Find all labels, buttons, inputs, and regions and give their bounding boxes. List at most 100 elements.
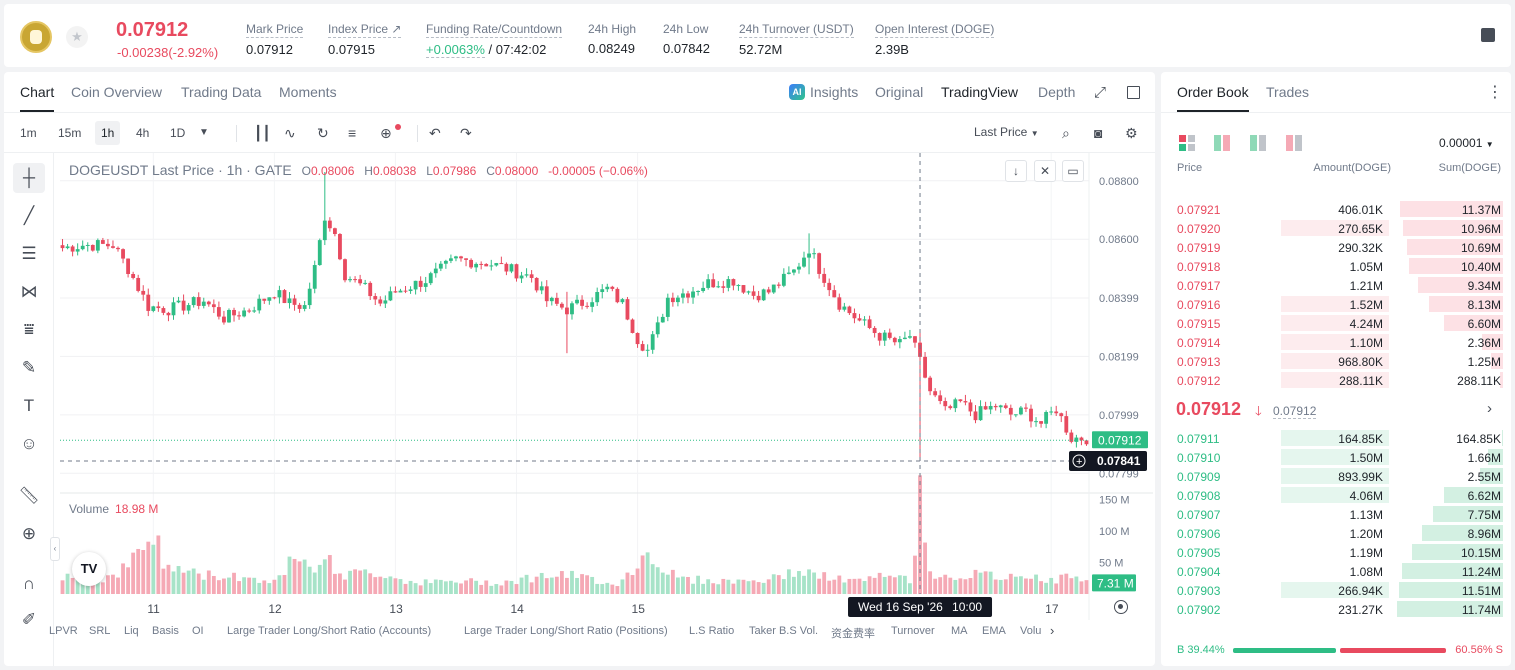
view-depth[interactable]: Depth [1038,84,1076,100]
bid-row[interactable]: 0.07909 893.99K 2.55M [1161,467,1511,486]
camera-icon[interactable]: ◙ [1094,125,1103,141]
tab-coin-overview[interactable]: Coin Overview [71,84,163,100]
chevron-right-icon[interactable]: › [1487,400,1492,417]
settings-list-icon[interactable]: ≡ [348,125,357,141]
indicator-ls-ratio[interactable]: L.S Ratio [689,625,735,637]
horizontal-lines-icon[interactable]: ☰ [21,244,37,263]
indicator-icon[interactable]: ∿ [284,125,296,141]
view-original[interactable]: Original [875,84,924,100]
refresh-icon[interactable]: ↻ [317,125,329,141]
precision-select[interactable]: 0.00001 ▼ [1439,136,1494,150]
bid-row[interactable]: 0.07908 4.06M 6.62M [1161,486,1511,505]
ask-row[interactable]: 0.07917 1.21M 9.34M [1161,276,1511,295]
ask-row[interactable]: 0.07920 270.65K 10.96M [1161,219,1511,238]
stat-label[interactable]: Funding Rate/Countdown [426,22,563,38]
ask-row[interactable]: 0.07921 406.01K 11.37M [1161,200,1511,219]
text-icon[interactable]: T [23,396,35,415]
trend-line-icon[interactable]: ╱ [23,206,35,225]
ask-row[interactable]: 0.07914 1.10M 2.36M [1161,333,1511,352]
stat-label[interactable]: Mark Price [246,22,304,38]
stat-label[interactable]: 24h Turnover (USDT) [739,22,854,38]
gear-icon[interactable]: ⚙ [1125,125,1138,141]
tab-moments[interactable]: Moments [279,84,337,100]
book-both-icon[interactable] [1179,135,1195,151]
interval-1d[interactable]: 1D [170,126,186,140]
indicator-oi[interactable]: OI [192,625,204,637]
bid-row[interactable]: 0.07902 231.27K 11.74M [1161,600,1511,619]
ask-row[interactable]: 0.07919 290.32K 10.69M [1161,238,1511,257]
collapse-icon[interactable]: ✕ [1034,160,1056,182]
price-source-select[interactable]: Last Price ▼ [974,125,1039,139]
ruler-icon[interactable]: 📏︎ [18,486,40,505]
book-asks-icon[interactable] [1286,135,1302,151]
add-icon[interactable]: ⊕ [380,125,392,141]
bid-row[interactable]: 0.07911 164.85K 164.85K [1161,429,1511,448]
zoom-in-icon[interactable]: ⊕ [21,524,37,543]
stat-label[interactable]: Index Price ↗ [328,22,402,38]
interval-4h[interactable]: 4h [136,126,150,140]
crosshair-icon[interactable]: ┼ [13,163,45,193]
chevron-down-icon[interactable]: ▼ [199,127,209,138]
ask-row[interactable]: 0.07915 4.24M 6.60M [1161,314,1511,333]
view-tradingview[interactable]: TradingView [941,84,1019,100]
pattern-icon[interactable]: ⋈ [20,282,38,301]
ask-row[interactable]: 0.07912 288.11K 288.11K [1161,371,1511,390]
indicator-basis[interactable]: Basis [152,625,179,637]
window-icon[interactable] [1127,86,1140,99]
fib-icon[interactable]: ⩸ [23,320,35,339]
indicator-liq[interactable]: Liq [124,625,139,637]
fullscreen-icon[interactable]: ▭ [1062,160,1084,182]
more-vertical-icon[interactable]: ⋮ [1487,84,1503,101]
tab-trading-data[interactable]: Trading Data [181,84,262,100]
search-icon[interactable]: ⌕ [1062,125,1070,141]
indicator-srl[interactable]: SRL [89,625,111,637]
bid-row[interactable]: 0.07905 1.19M 10.15M [1161,543,1511,562]
indicator-lpvr[interactable]: LPVR [49,625,78,637]
indicator-funding-rate[interactable]: 资金费率 [831,628,875,640]
chevron-right-icon[interactable]: › [1050,623,1055,638]
bid-price: 0.07905 [1177,546,1221,560]
pencil-lock-icon[interactable]: ✐ [21,610,37,629]
bid-row[interactable]: 0.07906 1.20M 8.96M [1161,524,1511,543]
ask-row[interactable]: 0.07916 1.52M 8.13M [1161,295,1511,314]
interval-1h[interactable]: 1h [95,121,121,145]
price-chart[interactable]: 0.08800 0.08600 0.08399 0.08199 0.07999 0.077… [4,72,1155,666]
stat-label[interactable]: Open Interest (DOGE) [875,22,995,38]
book-bids-icon[interactable] [1250,135,1266,151]
candle-body [131,274,136,278]
book-split-icon[interactable] [1214,135,1230,151]
indicator-ma[interactable]: MA [951,625,968,637]
volume-bar [176,566,181,594]
indicator-ema[interactable]: EMA [982,625,1006,637]
favorite-star-icon[interactable]: ★ [66,26,88,48]
interval-15m[interactable]: 15m [58,126,82,140]
ask-row[interactable]: 0.07918 1.05M 10.40M [1161,257,1511,276]
indicator-volume[interactable]: Volu [1020,625,1042,637]
bid-row[interactable]: 0.07907 1.13M 7.75M [1161,505,1511,524]
emoji-icon[interactable]: ☺ [20,434,38,453]
tab-chart[interactable]: Chart [20,84,55,100]
tab-trades[interactable]: Trades [1266,84,1310,100]
view-insights[interactable]: Insights [810,84,859,100]
go-to-realtime-icon[interactable] [1114,600,1128,614]
interval-1m[interactable]: 1m [20,126,37,140]
expand-icon[interactable]: ⤢ [1094,84,1107,101]
bid-row[interactable]: 0.07904 1.08M 11.24M [1161,562,1511,581]
tab-order-book[interactable]: Order Book [1177,84,1249,100]
magnet-icon[interactable]: ∩ [22,574,36,593]
scroll-down-icon[interactable]: ↓ [1005,160,1027,182]
ask-row[interactable]: 0.07913 968.80K 1.25M [1161,352,1511,371]
indicator-turnover[interactable]: Turnover [891,625,935,637]
brush-icon[interactable]: ✎ [21,358,37,377]
bid-row[interactable]: 0.07910 1.50M 1.66M [1161,448,1511,467]
indicator-large-trader-accounts[interactable]: Large Trader Long/Short Ratio (Accounts) [227,625,432,637]
indicator-taker-bs-vol[interactable]: Taker B.S Vol. [749,625,819,637]
redo-icon[interactable]: ↷ [460,125,472,141]
chevron-left-icon[interactable]: ‹ [50,537,60,561]
tradingview-logo[interactable]: TV [72,552,106,586]
book-icon[interactable] [1481,28,1495,42]
undo-icon[interactable]: ↶ [429,125,441,141]
indicator-large-trader-positions[interactable]: Large Trader Long/Short Ratio (Positions… [464,625,668,637]
bid-row[interactable]: 0.07903 266.94K 11.51M [1161,581,1511,600]
candle-type-icon[interactable]: ┃┃ [254,125,271,141]
